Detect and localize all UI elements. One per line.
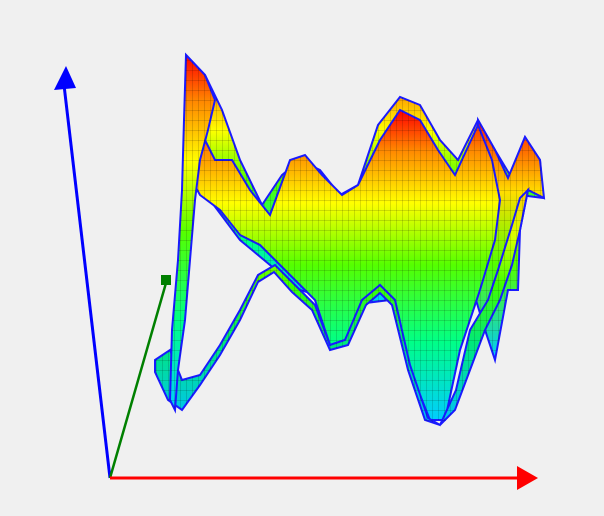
axes: [54, 66, 538, 490]
z-axis-line: [62, 84, 112, 479]
surface-middle-layer: [184, 108, 502, 421]
z-axis-arrowhead: [54, 66, 76, 90]
surface-left-peak: [168, 52, 217, 414]
surface-front-rim: [154, 186, 530, 427]
x-axis-arrowhead: [517, 466, 538, 490]
y-axis-endpoint: [161, 275, 171, 285]
y-axis-line: [108, 282, 168, 479]
